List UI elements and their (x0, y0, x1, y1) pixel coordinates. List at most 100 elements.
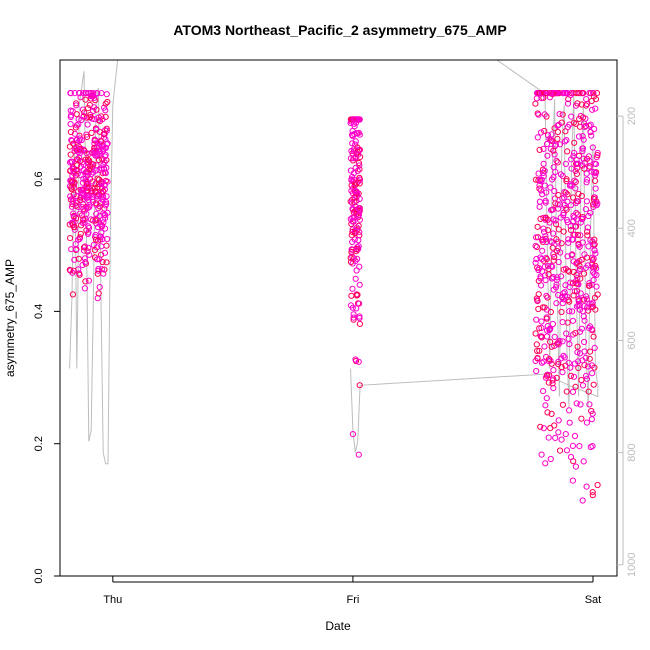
data-point (70, 198, 77, 205)
data-point (355, 212, 362, 219)
data-point (95, 205, 102, 212)
data-point (77, 157, 84, 165)
data-point (73, 102, 80, 109)
data-point (569, 251, 576, 258)
data-point (70, 210, 77, 217)
data-point (560, 211, 567, 219)
data-point (543, 292, 550, 299)
data-point (565, 239, 572, 246)
data-point (549, 206, 556, 213)
data-point (571, 149, 578, 156)
x-tick-label: Thu (103, 594, 122, 606)
data-point (590, 381, 597, 388)
data-point (553, 300, 560, 307)
data-point (594, 149, 601, 157)
data-point (354, 291, 361, 298)
data-point (570, 292, 577, 299)
data-point (579, 497, 586, 504)
data-point (593, 283, 600, 290)
data-point (594, 481, 601, 489)
data-point (104, 98, 111, 106)
data-point (550, 230, 557, 237)
data-point (567, 279, 574, 286)
data-point (547, 90, 554, 97)
data-point (550, 216, 557, 223)
data-point (77, 230, 84, 237)
data-point (570, 212, 577, 219)
data-point (69, 172, 76, 179)
data-point (560, 228, 567, 235)
data-point (80, 175, 87, 182)
data-point (567, 372, 575, 379)
data-point (538, 324, 545, 331)
data-point (594, 200, 601, 207)
data-point (567, 181, 574, 188)
data-point (573, 280, 580, 287)
depth-tick-label: 600 (626, 331, 638, 349)
data-point (589, 492, 596, 499)
data-point (92, 188, 99, 195)
data-point (540, 257, 547, 264)
data-point (86, 251, 93, 258)
data-point (80, 90, 87, 97)
data-point (349, 228, 356, 235)
data-point (534, 347, 541, 354)
data-point (561, 138, 569, 145)
data-point (577, 275, 584, 282)
data-point (590, 203, 597, 210)
data-point (562, 160, 570, 167)
data-point (67, 151, 74, 158)
data-point (67, 90, 74, 97)
data-point (579, 215, 586, 222)
data-point (572, 178, 579, 185)
data-point (581, 251, 588, 258)
data-point (581, 317, 588, 324)
data-point (586, 323, 594, 330)
data-point (98, 229, 105, 236)
data-point (559, 319, 566, 326)
data-point (540, 236, 547, 243)
data-point (104, 140, 111, 147)
data-point (532, 259, 539, 266)
data-point (70, 223, 78, 231)
data-point (562, 293, 569, 300)
data-point (546, 327, 553, 334)
data-point (569, 280, 577, 287)
data-point (83, 181, 90, 188)
data-point (555, 90, 562, 97)
data-point (76, 154, 83, 161)
data-point (540, 145, 547, 152)
data-point (583, 296, 590, 303)
data-point (101, 159, 108, 166)
data-point (102, 214, 109, 221)
data-point (83, 150, 90, 157)
data-point (563, 206, 570, 213)
data-point (572, 383, 579, 390)
data-point (586, 348, 594, 355)
data-point (91, 94, 98, 102)
data-point (101, 225, 109, 232)
data-point (533, 243, 541, 251)
data-point (561, 354, 568, 361)
data-point (542, 214, 549, 221)
data-point (100, 165, 108, 172)
data-point (592, 105, 599, 112)
data-point (533, 295, 541, 302)
data-point (91, 104, 98, 111)
data-point (552, 141, 560, 148)
data-point (549, 380, 556, 387)
data-point (350, 185, 357, 192)
data-point (84, 182, 92, 189)
data-point (541, 127, 548, 135)
data-point (356, 300, 363, 307)
y-tick-label: 0.2 (33, 436, 45, 451)
data-point (347, 254, 354, 261)
data-point (356, 166, 363, 173)
data-point (552, 200, 559, 207)
data-point (82, 259, 89, 266)
data-point (564, 90, 571, 97)
data-point (535, 170, 542, 177)
data-point (348, 176, 355, 183)
data-point (560, 266, 567, 273)
data-point (562, 90, 569, 97)
